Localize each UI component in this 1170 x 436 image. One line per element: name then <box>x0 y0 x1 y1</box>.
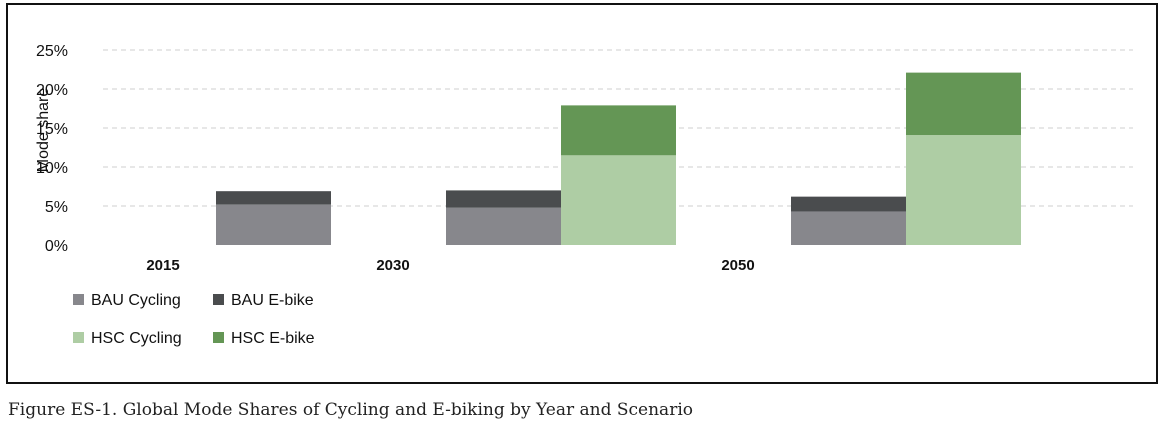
y-tick-label: 5% <box>45 199 68 216</box>
bar-hsc-e-bike-2030 <box>561 105 676 156</box>
legend-swatch <box>73 294 84 305</box>
y-tick-label: 20% <box>36 82 68 99</box>
bar-bau-cycling-2015 <box>216 204 331 245</box>
chart-frame: 0% 5% 10% 15% 20% 25% Mode share 2015 2030 2050… <box>6 3 1158 384</box>
legend-swatch <box>213 294 224 305</box>
bar-bau-e-bike-2015 <box>216 191 331 205</box>
legend-swatch <box>213 332 224 343</box>
x-tick-label-2050: 2050 <box>721 257 754 274</box>
bar-bau-e-bike-2030 <box>446 190 561 208</box>
bar-hsc-cycling-2050 <box>906 135 1021 245</box>
legend-label: BAU E-bike <box>231 292 314 309</box>
x-tick-label-2030: 2030 <box>376 257 409 274</box>
bar-bau-e-bike-2050 <box>791 196 906 212</box>
figure-caption: Figure ES-1. Global Mode Shares of Cycli… <box>8 400 693 420</box>
y-tick-label: 0% <box>45 238 68 255</box>
bar-hsc-cycling-2030 <box>561 155 676 245</box>
y-tick-label: 25% <box>36 43 68 60</box>
legend-swatch <box>73 332 84 343</box>
bar-hsc-e-bike-2050 <box>906 72 1021 136</box>
y-tick-label: 10% <box>36 160 68 177</box>
bar-bau-cycling-2030 <box>446 207 561 245</box>
bars <box>216 72 1021 245</box>
y-tick-label: 15% <box>36 121 68 138</box>
y-axis-label: Mode share <box>35 88 52 173</box>
mode-share-chart: 0% 5% 10% 15% 20% 25% Mode share 2015 2030 2050… <box>35 43 1133 347</box>
legend-label: HSC Cycling <box>91 330 182 347</box>
legend-label: HSC E-bike <box>231 330 315 347</box>
bar-bau-cycling-2050 <box>791 211 906 245</box>
x-axis-ticks: 2015 2030 2050 <box>146 257 754 274</box>
legend: BAU Cycling BAU E-bike HSC Cycling HSC E-bi… <box>73 292 315 347</box>
y-axis-ticks: 0% 5% 10% 15% 20% 25% <box>36 43 68 255</box>
legend-label: BAU Cycling <box>91 292 181 309</box>
x-tick-label-2015: 2015 <box>146 257 179 274</box>
